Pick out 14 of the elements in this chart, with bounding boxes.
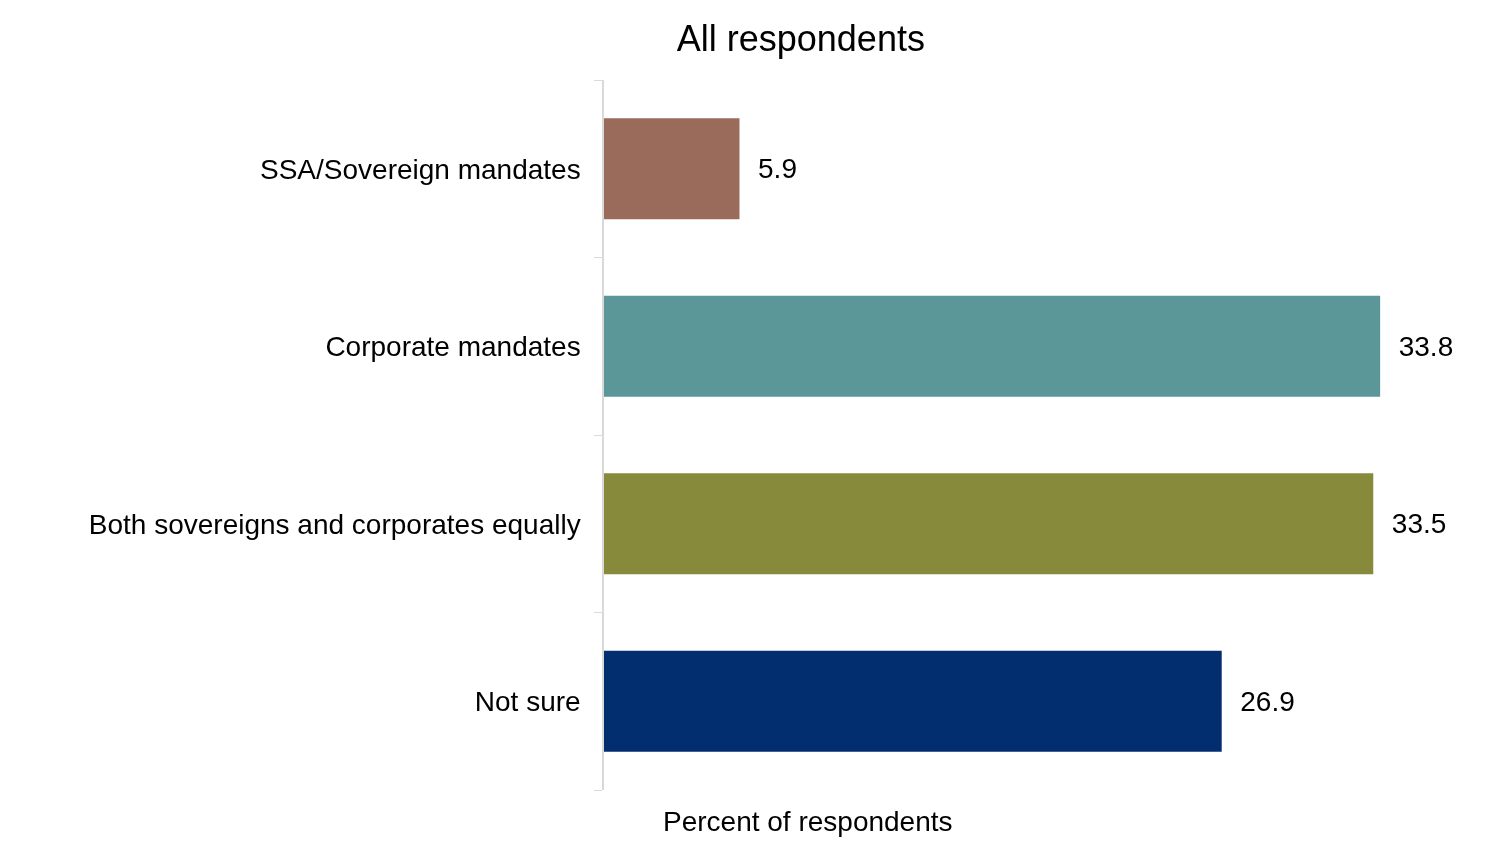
y-tick-label: Not sure — [474, 686, 581, 718]
chart-title: All respondents — [676, 17, 925, 59]
data-label: 33.5 — [1376, 508, 1447, 540]
bar — [604, 295, 1381, 397]
y-tick-label: Both sovereigns and corporates equally — [88, 508, 581, 540]
data-label: 5.9 — [742, 153, 797, 185]
y-tick-label: SSA/Sovereign mandates — [260, 153, 581, 185]
bar — [604, 473, 1374, 575]
data-label: 33.8 — [1383, 330, 1454, 362]
bar — [604, 650, 1222, 752]
bar — [604, 118, 740, 220]
y-tick-label: Corporate mandates — [325, 331, 581, 363]
data-label: 26.9 — [1224, 685, 1295, 717]
x-axis-title: Percent of respondents — [663, 806, 953, 837]
